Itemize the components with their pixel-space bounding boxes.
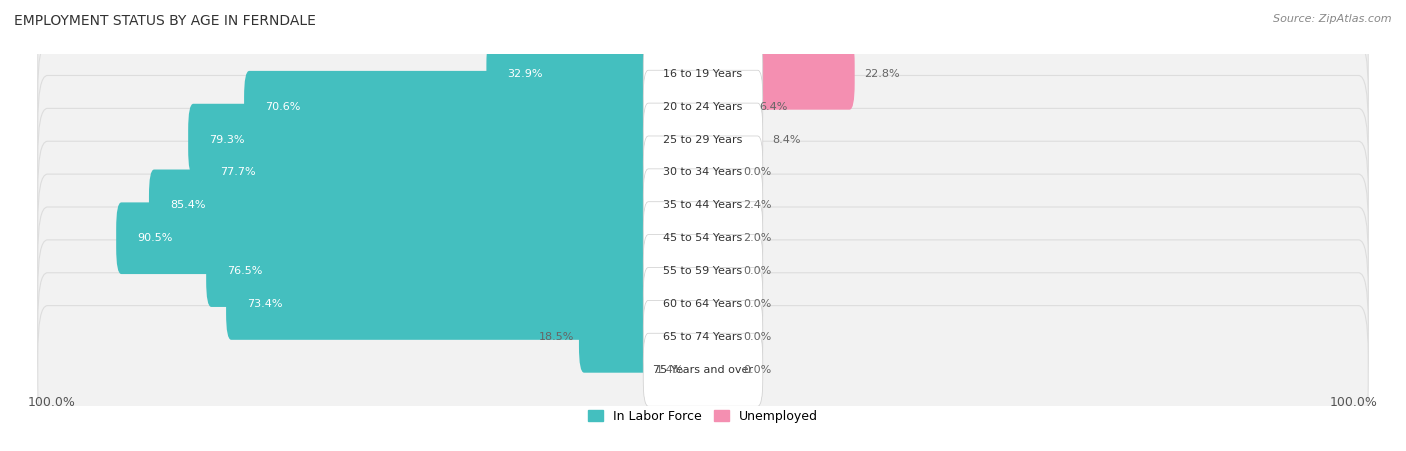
FancyBboxPatch shape bbox=[643, 169, 763, 242]
FancyBboxPatch shape bbox=[643, 267, 763, 341]
Text: 100.0%: 100.0% bbox=[1330, 396, 1378, 409]
Text: 45 to 54 Years: 45 to 54 Years bbox=[664, 233, 742, 243]
Text: 32.9%: 32.9% bbox=[508, 69, 543, 79]
Text: Source: ZipAtlas.com: Source: ZipAtlas.com bbox=[1274, 14, 1392, 23]
FancyBboxPatch shape bbox=[198, 137, 709, 208]
FancyBboxPatch shape bbox=[38, 207, 1368, 335]
FancyBboxPatch shape bbox=[38, 75, 1368, 204]
Text: 100.0%: 100.0% bbox=[28, 396, 76, 409]
FancyBboxPatch shape bbox=[697, 38, 855, 110]
Text: 0.0%: 0.0% bbox=[744, 266, 772, 276]
Text: 85.4%: 85.4% bbox=[170, 200, 205, 210]
Text: 6.4%: 6.4% bbox=[759, 102, 787, 112]
FancyBboxPatch shape bbox=[643, 333, 763, 406]
FancyBboxPatch shape bbox=[149, 170, 709, 241]
FancyBboxPatch shape bbox=[643, 37, 763, 110]
FancyBboxPatch shape bbox=[643, 103, 763, 176]
FancyBboxPatch shape bbox=[697, 71, 749, 143]
Text: 16 to 19 Years: 16 to 19 Years bbox=[664, 69, 742, 79]
FancyBboxPatch shape bbox=[643, 300, 763, 373]
FancyBboxPatch shape bbox=[697, 268, 734, 340]
FancyBboxPatch shape bbox=[697, 137, 734, 208]
Text: 25 to 29 Years: 25 to 29 Years bbox=[664, 134, 742, 145]
FancyBboxPatch shape bbox=[697, 104, 762, 175]
Text: 1.4%: 1.4% bbox=[657, 365, 685, 375]
Text: 70.6%: 70.6% bbox=[266, 102, 301, 112]
FancyBboxPatch shape bbox=[38, 141, 1368, 269]
FancyBboxPatch shape bbox=[38, 174, 1368, 302]
FancyBboxPatch shape bbox=[486, 38, 709, 110]
Text: 22.8%: 22.8% bbox=[865, 69, 900, 79]
Text: 65 to 74 Years: 65 to 74 Years bbox=[664, 332, 742, 342]
FancyBboxPatch shape bbox=[38, 10, 1368, 138]
Text: EMPLOYMENT STATUS BY AGE IN FERNDALE: EMPLOYMENT STATUS BY AGE IN FERNDALE bbox=[14, 14, 316, 28]
FancyBboxPatch shape bbox=[643, 136, 763, 209]
Text: 18.5%: 18.5% bbox=[538, 332, 575, 342]
FancyBboxPatch shape bbox=[697, 301, 734, 373]
Text: 76.5%: 76.5% bbox=[228, 266, 263, 276]
FancyBboxPatch shape bbox=[579, 301, 709, 373]
Text: 20 to 24 Years: 20 to 24 Years bbox=[664, 102, 742, 112]
FancyBboxPatch shape bbox=[643, 70, 763, 143]
Text: 35 to 44 Years: 35 to 44 Years bbox=[664, 200, 742, 210]
Text: 0.0%: 0.0% bbox=[744, 299, 772, 309]
FancyBboxPatch shape bbox=[207, 235, 709, 307]
Text: 73.4%: 73.4% bbox=[247, 299, 283, 309]
FancyBboxPatch shape bbox=[38, 306, 1368, 434]
FancyBboxPatch shape bbox=[226, 268, 709, 340]
FancyBboxPatch shape bbox=[697, 334, 734, 405]
Text: 55 to 59 Years: 55 to 59 Years bbox=[664, 266, 742, 276]
Text: 0.0%: 0.0% bbox=[744, 167, 772, 178]
FancyBboxPatch shape bbox=[697, 170, 724, 241]
FancyBboxPatch shape bbox=[643, 235, 763, 308]
FancyBboxPatch shape bbox=[697, 235, 734, 307]
FancyBboxPatch shape bbox=[689, 334, 709, 405]
Text: 60 to 64 Years: 60 to 64 Years bbox=[664, 299, 742, 309]
Text: 79.3%: 79.3% bbox=[209, 134, 245, 145]
Text: 75 Years and over: 75 Years and over bbox=[652, 365, 754, 375]
FancyBboxPatch shape bbox=[38, 108, 1368, 237]
FancyBboxPatch shape bbox=[697, 202, 721, 274]
Text: 0.0%: 0.0% bbox=[744, 365, 772, 375]
Text: 8.4%: 8.4% bbox=[772, 134, 800, 145]
Text: 2.0%: 2.0% bbox=[744, 233, 772, 243]
FancyBboxPatch shape bbox=[188, 104, 709, 175]
FancyBboxPatch shape bbox=[38, 42, 1368, 171]
FancyBboxPatch shape bbox=[38, 273, 1368, 401]
FancyBboxPatch shape bbox=[117, 202, 709, 274]
Legend: In Labor Force, Unemployed: In Labor Force, Unemployed bbox=[583, 405, 823, 428]
Text: 77.7%: 77.7% bbox=[219, 167, 256, 178]
FancyBboxPatch shape bbox=[245, 71, 709, 143]
Text: 2.4%: 2.4% bbox=[744, 200, 772, 210]
FancyBboxPatch shape bbox=[643, 202, 763, 275]
FancyBboxPatch shape bbox=[38, 240, 1368, 368]
Text: 0.0%: 0.0% bbox=[744, 332, 772, 342]
Text: 90.5%: 90.5% bbox=[138, 233, 173, 243]
Text: 30 to 34 Years: 30 to 34 Years bbox=[664, 167, 742, 178]
